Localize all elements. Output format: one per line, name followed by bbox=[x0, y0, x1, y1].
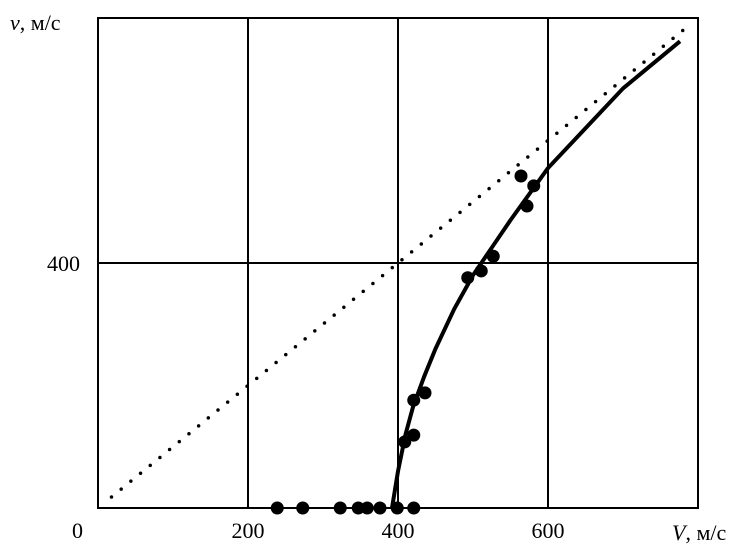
tick-labels: 0 200 400 600 400 bbox=[47, 251, 565, 543]
x-tick-label: 200 bbox=[232, 518, 265, 543]
x-tick-label: 400 bbox=[382, 518, 415, 543]
x-axis-unit: , м/с bbox=[685, 520, 726, 545]
data-point bbox=[351, 501, 365, 515]
data-point bbox=[333, 501, 347, 515]
data-point bbox=[270, 501, 284, 515]
grid bbox=[98, 18, 698, 508]
data-point bbox=[407, 501, 421, 515]
dotted-reference-line bbox=[109, 22, 693, 499]
fitted-curve bbox=[390, 39, 682, 509]
y-tick-label: 400 bbox=[47, 251, 80, 276]
x-axis-label: V, м/с bbox=[672, 520, 726, 545]
x-axis-symbol: V bbox=[672, 520, 688, 545]
series-layer bbox=[109, 22, 693, 515]
data-point bbox=[407, 428, 421, 442]
data-point bbox=[360, 501, 374, 515]
y-axis-unit: , м/с bbox=[20, 10, 61, 35]
y-axis-label: v, м/с bbox=[10, 10, 61, 35]
data-point bbox=[514, 169, 528, 183]
x-tick-label: 0 bbox=[72, 518, 83, 543]
y-axis-symbol: v bbox=[10, 10, 20, 35]
x-tick-label: 600 bbox=[532, 518, 565, 543]
data-point bbox=[418, 386, 432, 400]
data-point bbox=[296, 501, 310, 515]
data-point bbox=[373, 501, 387, 515]
